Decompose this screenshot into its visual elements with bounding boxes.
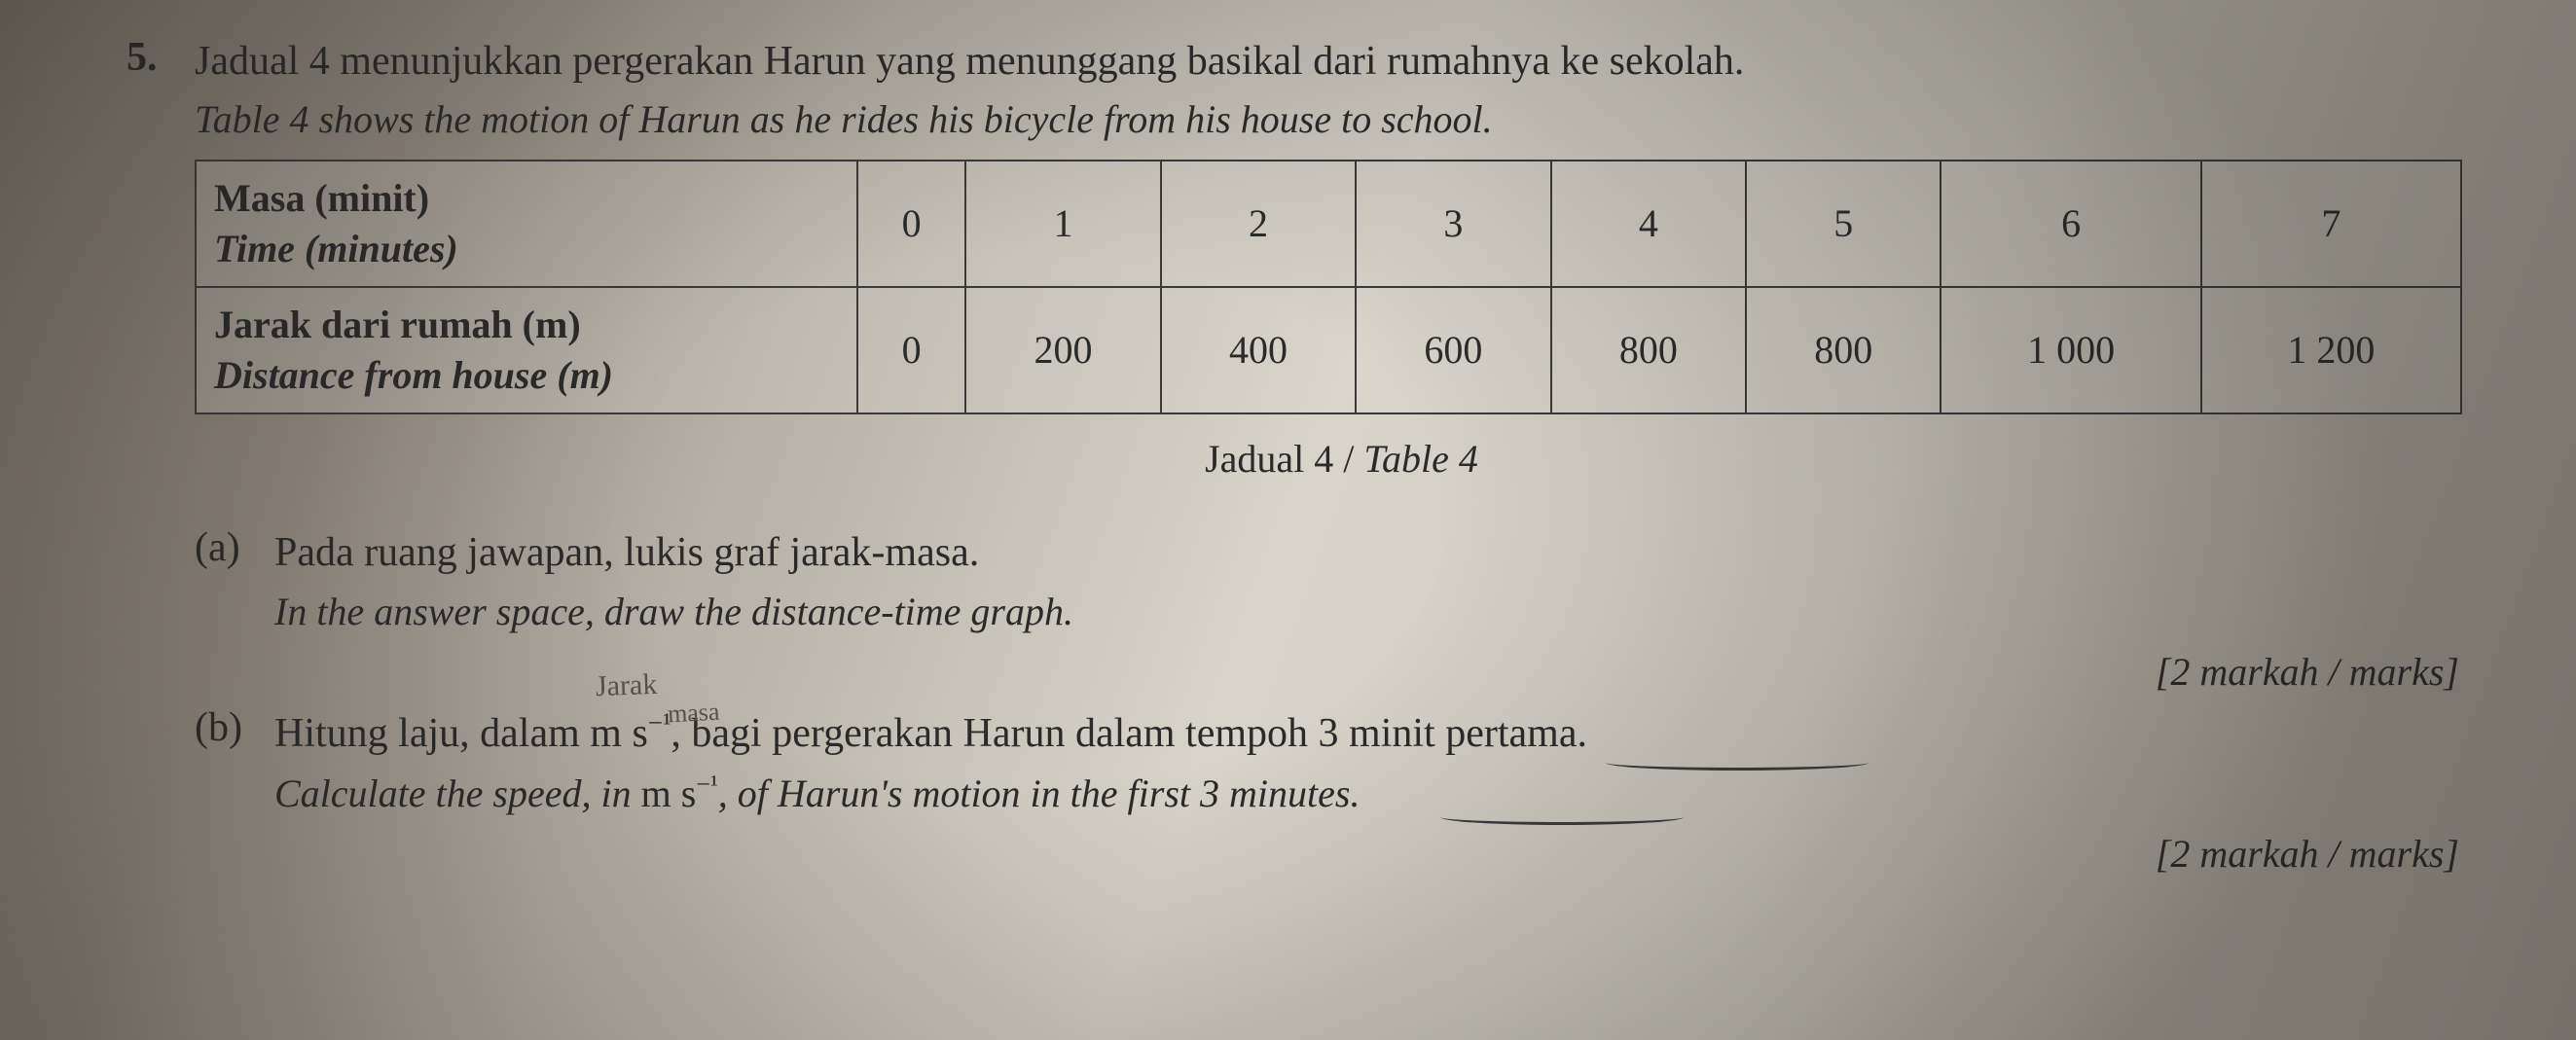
table-caption: Jadual 4 / Table 4	[195, 436, 2488, 482]
handwritten-annotation-masa: masa	[667, 698, 720, 730]
table-cell: 6	[1941, 161, 2200, 287]
table-cell: 800	[1551, 287, 1746, 413]
caption-plain: Jadual 4 /	[1205, 437, 1363, 481]
question-content: Jadual 4 menunjukkan pergerakan Harun ya…	[195, 34, 2488, 877]
part-a-malay: Pada ruang jawapan, lukis graf jarak-mas…	[274, 524, 2488, 582]
table-cell: 0	[857, 161, 965, 287]
table-cell: 1 200	[2201, 287, 2461, 413]
part-b-en-sup: −¹	[696, 771, 717, 799]
row-header-distance-ms: Jarak dari rumah (m)	[214, 303, 581, 346]
table-row-time: Masa (minit) Time (minutes) 0 1 2 3 4 5 …	[196, 161, 2461, 287]
table-cell: 800	[1746, 287, 1941, 413]
table-cell: 3	[1356, 161, 1550, 287]
data-table: Masa (minit) Time (minutes) 0 1 2 3 4 5 …	[195, 160, 2462, 414]
table-cell: 5	[1746, 161, 1941, 287]
row-header-time-ms: Masa (minit)	[214, 176, 429, 220]
handwritten-annotation-jarak: Jarak	[595, 668, 657, 703]
part-b-label: (b)	[195, 704, 251, 877]
part-b-en-post: , of Harun's motion in the first 3 minut…	[718, 771, 1361, 815]
row-header-distance: Jarak dari rumah (m) Distance from house…	[196, 287, 857, 413]
table-cell: 1 000	[1941, 287, 2200, 413]
table-cell: 4	[1551, 161, 1746, 287]
row-header-distance-en: Distance from house (m)	[214, 350, 839, 401]
table-cell: 200	[965, 287, 1160, 413]
part-b-english: Calculate the speed, in m s−¹, of Harun'…	[274, 767, 2488, 821]
part-b-ms-post: , bagi pergerakan Harun dalam tempoh 3 m…	[671, 711, 1587, 756]
part-b: (b) Jarak masa Hitung laju, dalam m s−¹,…	[195, 704, 2488, 877]
table-row-distance: Jarak dari rumah (m) Distance from house…	[196, 287, 2461, 413]
intro-english: Table 4 shows the motion of Harun as he …	[195, 93, 2488, 146]
part-a-label: (a)	[195, 524, 251, 696]
row-header-time-en: Time (minutes)	[214, 224, 839, 274]
part-b-en-unit: m s	[641, 771, 697, 815]
caption-italic: Table 4	[1363, 437, 1477, 481]
question-number: 5.	[127, 34, 173, 877]
table-cell: 2	[1161, 161, 1356, 287]
part-b-marks: [2 markah / marks]	[274, 831, 2488, 877]
table-cell: 1	[965, 161, 1160, 287]
row-header-time: Masa (minit) Time (minutes)	[196, 161, 857, 287]
table-cell: 600	[1356, 287, 1550, 413]
table-cell: 0	[857, 287, 965, 413]
intro-malay: Jadual 4 menunjukkan pergerakan Harun ya…	[195, 34, 2488, 90]
table-cell: 7	[2201, 161, 2461, 287]
part-b-en-pre: Calculate the speed, in	[274, 771, 641, 815]
part-b-ms-pre: Hitung laju, dalam m s	[274, 711, 648, 756]
part-a-english: In the answer space, draw the distance-t…	[274, 585, 2488, 639]
part-a: (a) Pada ruang jawapan, lukis graf jarak…	[195, 524, 2488, 696]
part-b-malay: Hitung laju, dalam m s−¹, bagi pergeraka…	[274, 704, 2488, 763]
table-cell: 400	[1161, 287, 1356, 413]
